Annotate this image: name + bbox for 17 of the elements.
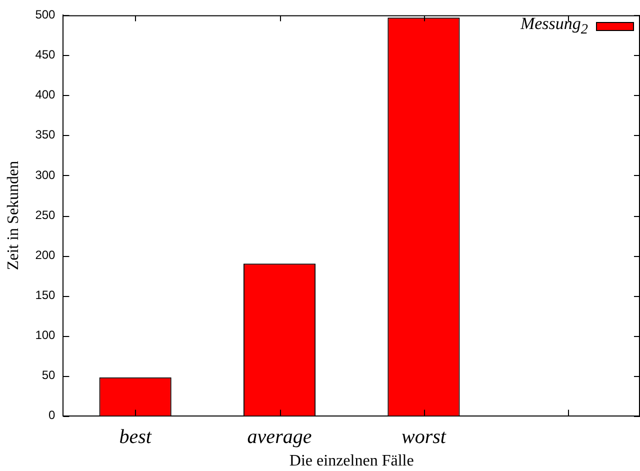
y-tick-label: 500 — [35, 8, 56, 22]
y-tick-label: 300 — [35, 168, 56, 182]
y-tick-label: 350 — [35, 128, 56, 142]
y-tick-label: 450 — [35, 48, 56, 62]
y-tick-label: 100 — [35, 328, 56, 342]
legend-label: Messung$_{2}$ — [520, 14, 588, 38]
y-tick-label: 50 — [42, 368, 56, 382]
y-tick-label: 250 — [35, 208, 56, 222]
y-axis-title: Zeit in Sekunden — [4, 160, 22, 270]
y-tick-label: 0 — [48, 408, 56, 422]
y-tick-label: 150 — [35, 288, 56, 302]
x-tick-label: best — [119, 426, 152, 448]
x-tick-label: worst — [401, 426, 446, 448]
x-axis-title: Die einzelnen Fälle — [289, 452, 414, 470]
y-tick-label: 400 — [35, 88, 56, 102]
y-tick-label: 200 — [35, 248, 56, 262]
x-tick-label: average — [247, 426, 312, 448]
